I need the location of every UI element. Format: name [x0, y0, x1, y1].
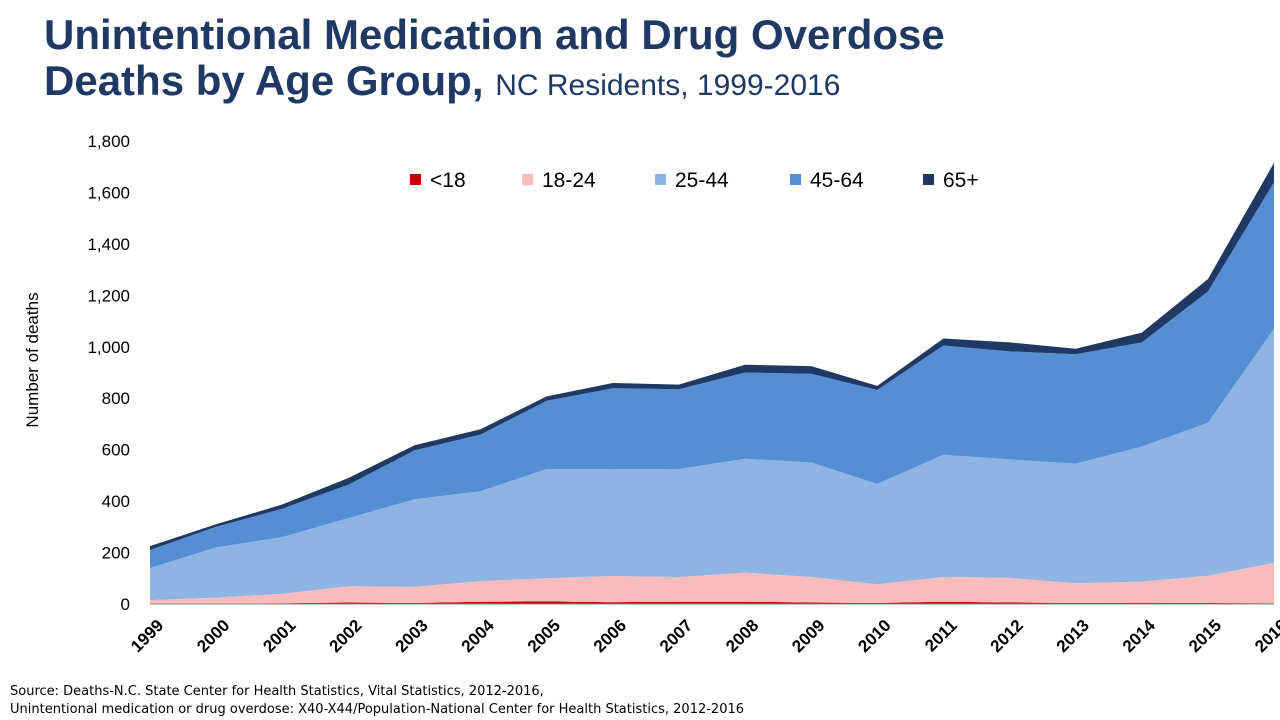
x-tick-label: 2008 — [722, 616, 762, 656]
legend-swatch — [522, 174, 533, 185]
legend-swatch — [923, 174, 934, 185]
legend-swatch — [655, 174, 666, 185]
y-tick-label: 600 — [102, 441, 130, 460]
area-series-4 — [150, 162, 1274, 550]
legend-swatch — [790, 174, 801, 185]
legend: <18 18-24 25-44 45-64 65+ — [410, 169, 979, 192]
title-comma: , — [471, 57, 484, 104]
source-line-2: Unintentional medication or drug overdos… — [10, 702, 745, 717]
x-tick-label: 2007 — [656, 616, 696, 656]
legend-label: 45-64 — [810, 169, 864, 192]
x-tick-label: 2004 — [458, 615, 499, 656]
x-tick-label: 2015 — [1185, 616, 1225, 656]
area-series-1 — [150, 562, 1274, 604]
y-tick-label: 1,200 — [87, 286, 130, 305]
x-tick-label: 2000 — [193, 616, 233, 656]
source-note: Source: Deaths-N.C. State Center for Hea… — [10, 683, 744, 719]
x-tick-label: 1999 — [127, 616, 167, 656]
source-line-1: Source: Deaths-N.C. State Center for Hea… — [10, 684, 544, 699]
stacked-area-chart: 0 200 400 600 800 1,000 1,200 1,400 1,600 1,800 19… — [23, 132, 1280, 656]
area-series-2 — [150, 328, 1274, 601]
legend-label: 25-44 — [675, 169, 729, 192]
x-tick-label: 2013 — [1053, 616, 1093, 656]
title-line-2-main: Deaths by Age Group — [44, 57, 472, 104]
chart-title: Unintentional Medication and Drug Overdo… — [44, 12, 945, 109]
x-tick-label: 2002 — [325, 616, 365, 656]
y-tick-label: 200 — [102, 544, 130, 563]
x-tick-label: 2001 — [259, 616, 299, 656]
x-tick-label: 2003 — [392, 616, 432, 656]
series-areas — [150, 162, 1274, 604]
area-series-3 — [150, 182, 1274, 568]
x-tick-label: 2010 — [854, 616, 894, 656]
y-tick-label: 1,800 — [87, 132, 130, 151]
legend-label: 18-24 — [542, 169, 596, 192]
legend-label: 65+ — [943, 169, 979, 192]
chart-subtitle: NC Residents, 1999-2016 — [495, 69, 841, 102]
title-line-1: Unintentional Medication and Drug Overdo… — [44, 11, 945, 58]
x-tick-label: 2006 — [590, 616, 630, 656]
area-series-0 — [150, 601, 1274, 604]
y-tick-label: 0 — [121, 595, 130, 614]
x-tick-label: 2009 — [788, 616, 828, 656]
y-tick-label: 400 — [102, 492, 130, 511]
x-tick-label: 2016 — [1251, 616, 1280, 656]
y-axis-label: Number of deaths — [23, 292, 42, 427]
title-line-2: Deaths by Age Group, NC Residents, 1999-… — [44, 58, 945, 109]
legend-label: <18 — [430, 169, 466, 192]
x-tick-label: 2014 — [1119, 615, 1160, 656]
x-tick-label: 2011 — [921, 616, 961, 656]
y-tick-label: 1,400 — [87, 235, 130, 254]
x-tick-label: 2012 — [987, 616, 1027, 656]
legend-swatch — [410, 174, 421, 185]
y-tick-label: 1,600 — [87, 183, 130, 202]
x-tick-label: 2005 — [524, 616, 564, 656]
y-tick-label: 1,000 — [87, 338, 130, 357]
y-tick-label: 800 — [102, 389, 130, 408]
